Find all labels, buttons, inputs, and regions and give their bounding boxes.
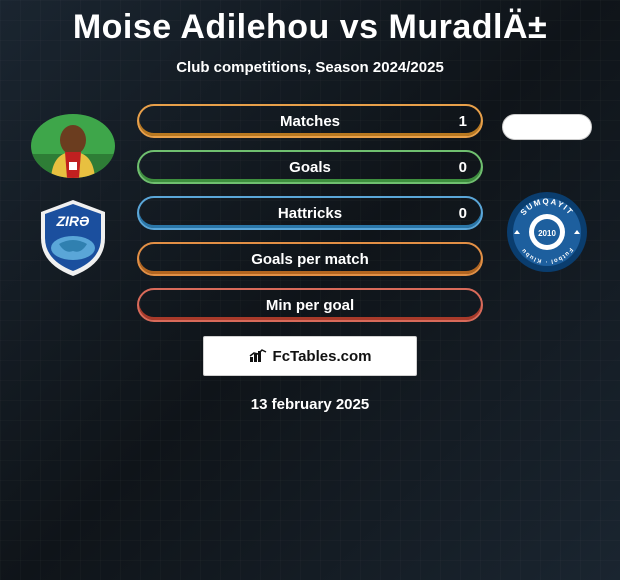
stat-pill-min-per-goal: Min per goal: [137, 288, 483, 322]
player-left-avatar: [31, 114, 115, 178]
club-right-badge: 2010 SUMQAYIT Futbol · Klubu: [505, 190, 589, 274]
stat-pill-matches: Matches 1: [137, 104, 483, 138]
stat-label: Hattricks: [278, 205, 342, 222]
stats-area: ZIRƏ Matches 1 Goals 0 Hattricks 0: [0, 104, 620, 322]
stat-label: Min per goal: [266, 297, 354, 314]
card-container: Moise Adilehou vs MuradlÄ± Club competit…: [0, 0, 620, 580]
stat-pill-column: Matches 1 Goals 0 Hattricks 0 Goals per …: [137, 104, 483, 322]
stat-right-value: 0: [459, 205, 467, 222]
stat-pill-goals: Goals 0: [137, 150, 483, 184]
stat-label: Matches: [280, 113, 340, 130]
svg-text:2010: 2010: [538, 229, 556, 238]
stat-right-value: 0: [459, 159, 467, 176]
footer-date: 13 february 2025: [251, 396, 369, 413]
stat-label: Goals per match: [251, 251, 369, 268]
left-column: ZIRƏ: [13, 104, 133, 280]
right-column: 2010 SUMQAYIT Futbol · Klubu: [487, 104, 607, 274]
footer-brand-text: FcTables.com: [273, 348, 372, 365]
title: Moise Adilehou vs MuradlÄ±: [73, 8, 547, 47]
stat-right-value: 1: [459, 113, 467, 130]
footer-brand-badge[interactable]: FcTables.com: [203, 336, 417, 376]
player-right-pill: [502, 114, 592, 140]
subtitle: Club competitions, Season 2024/2025: [176, 59, 444, 76]
chart-icon: [249, 349, 267, 363]
club-left-badge: ZIRƏ: [31, 196, 115, 280]
stat-pill-hattricks: Hattricks 0: [137, 196, 483, 230]
stat-label: Goals: [289, 159, 331, 176]
svg-text:ZIRƏ: ZIRƏ: [55, 213, 90, 229]
stat-pill-goals-per-match: Goals per match: [137, 242, 483, 276]
